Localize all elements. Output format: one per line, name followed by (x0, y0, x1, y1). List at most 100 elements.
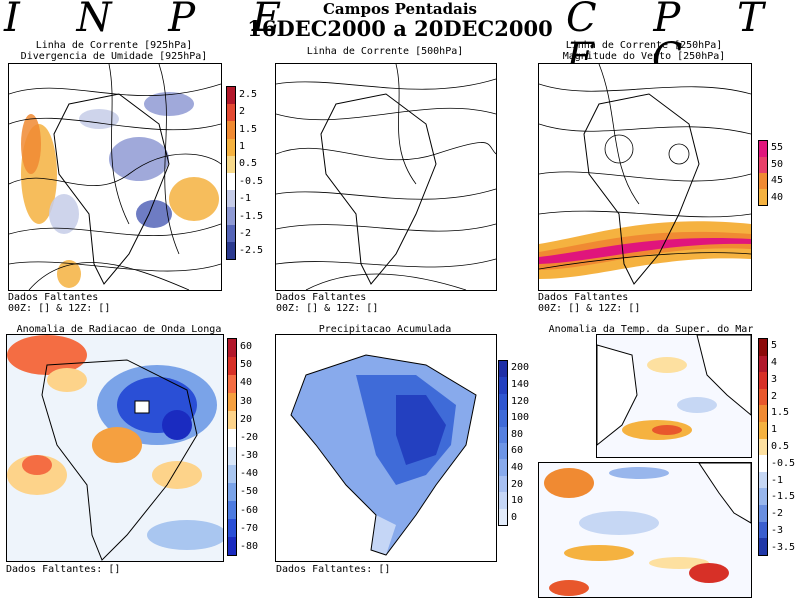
p3-colorbar-tick: 55 (771, 142, 784, 154)
p5-colorbar-swatch (499, 475, 507, 493)
p5-colorbar-swatch (499, 426, 507, 444)
p6-pacific-svg (539, 463, 751, 597)
p5-colorbar-swatch (499, 377, 507, 394)
p4-colorbar-swatch (228, 465, 236, 483)
p1-colorbar (226, 86, 236, 260)
inpe-logo-text: I N P E (4, 0, 304, 41)
p4-colorbar-tick: 50 (240, 359, 253, 371)
p6-colorbar-tick: 2 (771, 390, 778, 402)
p5-colorbar-tick: 200 (511, 362, 530, 374)
p6-colorbar-tick: -2 (771, 508, 784, 520)
p4-colorbar-swatch (228, 447, 236, 465)
p4-colorbar-swatch (228, 519, 236, 537)
p4-colorbar-swatch (228, 483, 236, 501)
p3-map-svg (539, 64, 751, 285)
p4-colorbar-tick: 40 (240, 377, 253, 389)
p4-colorbar-tick: -70 (240, 522, 259, 534)
p6-colorbar-tick: 1 (771, 424, 778, 436)
p2-title: Linha de Corrente [500hPa] (306, 46, 464, 57)
map-precipitation (275, 334, 497, 562)
p5-colorbar-tick: 20 (511, 478, 524, 490)
p1-colorbar-swatch (227, 241, 235, 260)
p3-colorbar-tick: 40 (771, 191, 784, 203)
p3-colorbar-tick: 50 (771, 158, 784, 170)
p1-footer: Dados Faltantes 00Z: [] & 12Z: [] (8, 292, 111, 314)
p6-colorbar-tick: -3 (771, 524, 784, 536)
p4-colorbar-tick: 60 (240, 341, 253, 353)
p1-colorbar-tick: 1.5 (239, 123, 258, 135)
p6-colorbar-swatch (759, 388, 767, 406)
p4-colorbar-tick: -30 (240, 450, 259, 462)
p6-colorbar-tick: 1.5 (771, 407, 790, 419)
p1-colorbar-tick: -2 (239, 227, 252, 239)
p6-colorbar-swatch (759, 471, 767, 489)
p5-title: Precipitacao Acumulada (318, 324, 452, 335)
p5-colorbar-tick: 80 (511, 428, 524, 440)
p6-colorbar-swatch (759, 488, 767, 506)
p1-colorbar-swatch (227, 173, 235, 191)
p1-colorbar-tick: 0.5 (239, 158, 258, 170)
map-sst-atlantic (596, 334, 752, 458)
p5-colorbar-swatch (499, 410, 507, 427)
p5-colorbar (498, 360, 508, 526)
p1-colorbar-swatch (227, 121, 235, 139)
p4-colorbar-tick: 20 (240, 413, 253, 425)
p6-colorbar-tick: 4 (771, 357, 778, 369)
p6-colorbar-swatch (759, 455, 767, 472)
p3-footer: Dados Faltantes 00Z: [] & 12Z: [] (538, 292, 641, 314)
p3-colorbar-tick: 45 (771, 175, 784, 187)
p1-colorbar-swatch (227, 104, 235, 122)
p4-colorbar-tick: -20 (240, 431, 259, 443)
p5-colorbar-tick: 60 (511, 445, 524, 457)
p4-colorbar-tick: 30 (240, 395, 253, 407)
p4-colorbar-swatch (228, 375, 236, 393)
p5-colorbar-swatch (499, 393, 507, 411)
p3-colorbar-swatch (759, 173, 767, 189)
p4-title: Anomalia de Radiacao de Onda Longa (16, 324, 222, 335)
p6-colorbar-tick: 0.5 (771, 441, 790, 452)
p6-atlantic-svg (597, 335, 751, 457)
p5-colorbar-swatch (499, 443, 507, 460)
p1-colorbar-swatch (227, 190, 235, 208)
p2-footer: Dados Faltantes 00Z: [] & 12Z: [] (276, 292, 379, 314)
p5-colorbar-tick: 10 (511, 495, 524, 507)
p4-colorbar-swatch (228, 429, 236, 447)
p3-colorbar-swatch (759, 189, 767, 205)
p6-colorbar-swatch (759, 355, 767, 373)
map-streamlines-925 (8, 63, 222, 291)
p4-colorbar-swatch (228, 339, 236, 357)
p3-colorbar-swatch (759, 157, 767, 173)
p3-title: Linha de Corrente [250hPa] Magnitude do V… (562, 40, 726, 62)
p6-colorbar-swatch (759, 438, 767, 456)
p2-map-svg (276, 64, 496, 290)
p6-colorbar-tick: 3 (771, 373, 778, 385)
p5-colorbar-tick: 120 (511, 395, 530, 407)
p1-title: Linha de Corrente [925hPa] Divergencia de… (20, 40, 208, 62)
date-range: 16DEC2000 a 20DEC2000 (247, 16, 553, 41)
p1-colorbar-tick: -0.5 (239, 175, 264, 187)
p1-colorbar-tick: 2 (239, 106, 246, 118)
p6-colorbar-tick: -1.5 (771, 491, 796, 503)
p4-colorbar-swatch (228, 501, 236, 519)
p4-colorbar-swatch (228, 393, 236, 411)
p4-colorbar-tick: -80 (240, 540, 259, 552)
p6-colorbar-swatch (759, 422, 767, 439)
p1-colorbar-tick: 1 (239, 140, 246, 152)
p6-colorbar-tick: -0.5 (771, 457, 796, 469)
p3-colorbar (758, 140, 768, 206)
p1-colorbar-swatch (227, 138, 235, 156)
p6-colorbar-swatch (759, 405, 767, 423)
map-streamlines-500 (275, 63, 497, 291)
p4-colorbar-swatch (228, 411, 236, 429)
p1-colorbar-swatch (227, 224, 235, 242)
p5-colorbar-tick: 140 (511, 378, 530, 390)
p6-title: Anomalia da Temp. da Super. do Mar (548, 324, 754, 335)
p5-colorbar-swatch (499, 492, 507, 509)
p6-colorbar-tick: -3.5 (771, 541, 796, 553)
p1-colorbar-swatch (227, 207, 235, 225)
p6-colorbar-swatch (759, 521, 767, 539)
map-wind-250 (538, 63, 752, 291)
p5-colorbar-swatch (499, 361, 507, 378)
p3-colorbar-swatch (759, 141, 767, 157)
p6-colorbar (758, 338, 768, 556)
